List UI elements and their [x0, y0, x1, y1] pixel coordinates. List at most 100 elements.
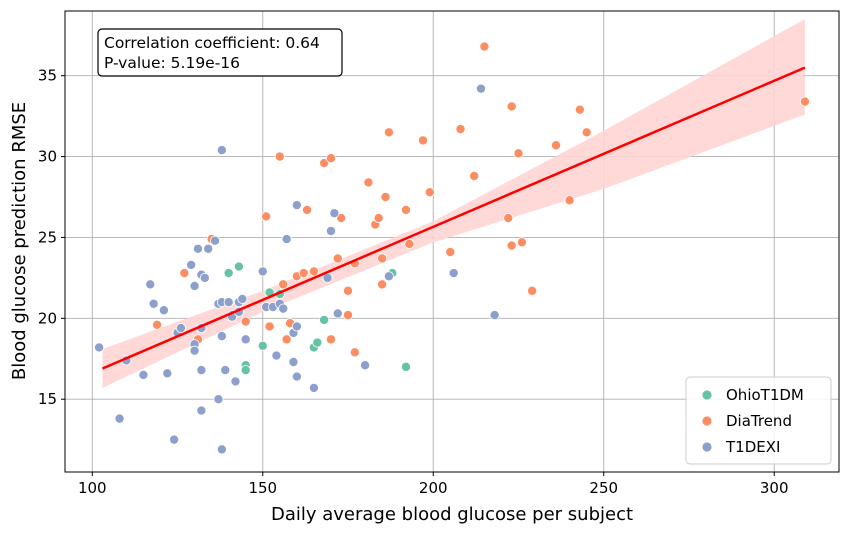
y-axis-label: Blood glucose prediction RMSE — [9, 102, 30, 380]
point-t1dexi — [220, 365, 231, 376]
point-ohiot1dm — [400, 361, 411, 372]
data-points — [94, 41, 810, 455]
point-diatrend — [319, 158, 330, 169]
point-diatrend — [513, 148, 524, 159]
point-diatrend — [373, 213, 384, 224]
point-t1dexi — [216, 145, 227, 156]
point-t1dexi — [237, 293, 248, 304]
regression-line — [102, 66, 806, 370]
point-t1dexi — [291, 200, 302, 211]
point-diatrend — [281, 334, 292, 345]
point-diatrend — [799, 96, 810, 107]
legend-label-diatrend: DiaTrend — [726, 412, 792, 430]
x-tick-label: 300 — [760, 479, 789, 497]
point-diatrend — [581, 127, 592, 138]
x-tick-label: 200 — [419, 479, 448, 497]
point-t1dexi — [329, 208, 340, 219]
annotation-box — [97, 28, 343, 77]
point-diatrend — [325, 334, 336, 345]
correlation-annotation: Correlation coefficient: 0.64 P-value: 5… — [97, 28, 343, 77]
point-diatrend — [445, 247, 456, 258]
point-t1dexi — [332, 308, 343, 319]
y-tick-label: 25 — [38, 228, 57, 246]
point-diatrend — [278, 279, 289, 290]
point-t1dexi — [240, 334, 251, 345]
y-tick-label: 15 — [38, 390, 57, 408]
point-diatrend — [343, 285, 354, 296]
point-t1dexi — [325, 225, 336, 236]
point-diatrend — [469, 170, 480, 181]
legend-box — [685, 376, 832, 465]
point-t1dexi — [308, 382, 319, 393]
x-tick-label: 250 — [589, 479, 618, 497]
p-value-text: P-value: 5.19e-16 — [104, 54, 240, 72]
point-diatrend — [363, 177, 374, 188]
point-t1dexi — [216, 444, 227, 455]
point-t1dexi — [199, 272, 210, 283]
point-ohiot1dm — [233, 261, 244, 272]
point-t1dexi — [203, 243, 214, 254]
point-ohiot1dm — [240, 365, 251, 376]
point-diatrend — [418, 135, 429, 146]
point-t1dexi — [94, 342, 105, 353]
point-diatrend — [325, 153, 336, 164]
point-t1dexi — [213, 394, 224, 405]
correlation-text: Correlation coefficient: 0.64 — [104, 34, 320, 52]
point-ohiot1dm — [223, 268, 234, 279]
point-diatrend — [383, 127, 394, 138]
legend-marker-t1dexi — [701, 441, 713, 453]
point-t1dexi — [448, 268, 459, 279]
point-t1dexi — [281, 234, 292, 245]
axis-ticks: 100 150 200 250 300 15 20 25 30 35 — [38, 67, 789, 497]
legend-label-t1dexi: T1DEXI — [725, 438, 780, 456]
point-diatrend — [400, 204, 411, 215]
point-diatrend — [264, 321, 275, 332]
point-ohiot1dm — [312, 337, 323, 348]
point-t1dexi — [158, 305, 169, 316]
point-diatrend — [332, 253, 343, 264]
point-t1dexi — [288, 357, 299, 368]
point-t1dexi — [189, 280, 200, 291]
point-diatrend — [503, 213, 514, 224]
point-diatrend — [377, 279, 388, 290]
x-axis-label: Daily average blood glucose per subject — [271, 504, 633, 525]
point-diatrend — [302, 204, 313, 215]
point-t1dexi — [169, 434, 180, 445]
point-diatrend — [336, 213, 347, 224]
point-t1dexi — [475, 83, 486, 94]
point-t1dexi — [360, 360, 371, 371]
point-diatrend — [455, 124, 466, 135]
point-diatrend — [404, 238, 415, 249]
point-t1dexi — [291, 321, 302, 332]
point-diatrend — [380, 192, 391, 203]
point-diatrend — [516, 237, 527, 248]
point-diatrend — [574, 104, 585, 115]
point-t1dexi — [196, 365, 207, 376]
point-diatrend — [343, 310, 354, 321]
point-diatrend — [349, 347, 360, 358]
point-diatrend — [527, 285, 538, 296]
point-t1dexi — [196, 405, 207, 416]
point-diatrend — [424, 187, 435, 198]
point-t1dexi — [175, 323, 186, 334]
y-tick-label: 35 — [38, 67, 57, 85]
point-t1dexi — [223, 297, 234, 308]
point-t1dexi — [162, 368, 173, 379]
point-t1dexi — [138, 369, 149, 380]
point-t1dexi — [291, 371, 302, 382]
point-diatrend — [274, 151, 285, 162]
point-ohiot1dm — [257, 340, 268, 351]
point-diatrend — [479, 41, 490, 52]
point-diatrend — [152, 319, 163, 330]
legend-marker-ohiot1dm — [701, 389, 713, 401]
legend-label-ohiot1dm: OhioT1DM — [726, 386, 804, 404]
point-t1dexi — [257, 266, 268, 277]
point-diatrend — [377, 253, 388, 264]
point-diatrend — [550, 140, 561, 151]
y-tick-label: 20 — [38, 309, 57, 327]
point-t1dexi — [216, 331, 227, 342]
point-t1dexi — [189, 345, 200, 356]
point-t1dexi — [230, 376, 241, 387]
regression-line-path — [102, 66, 806, 370]
